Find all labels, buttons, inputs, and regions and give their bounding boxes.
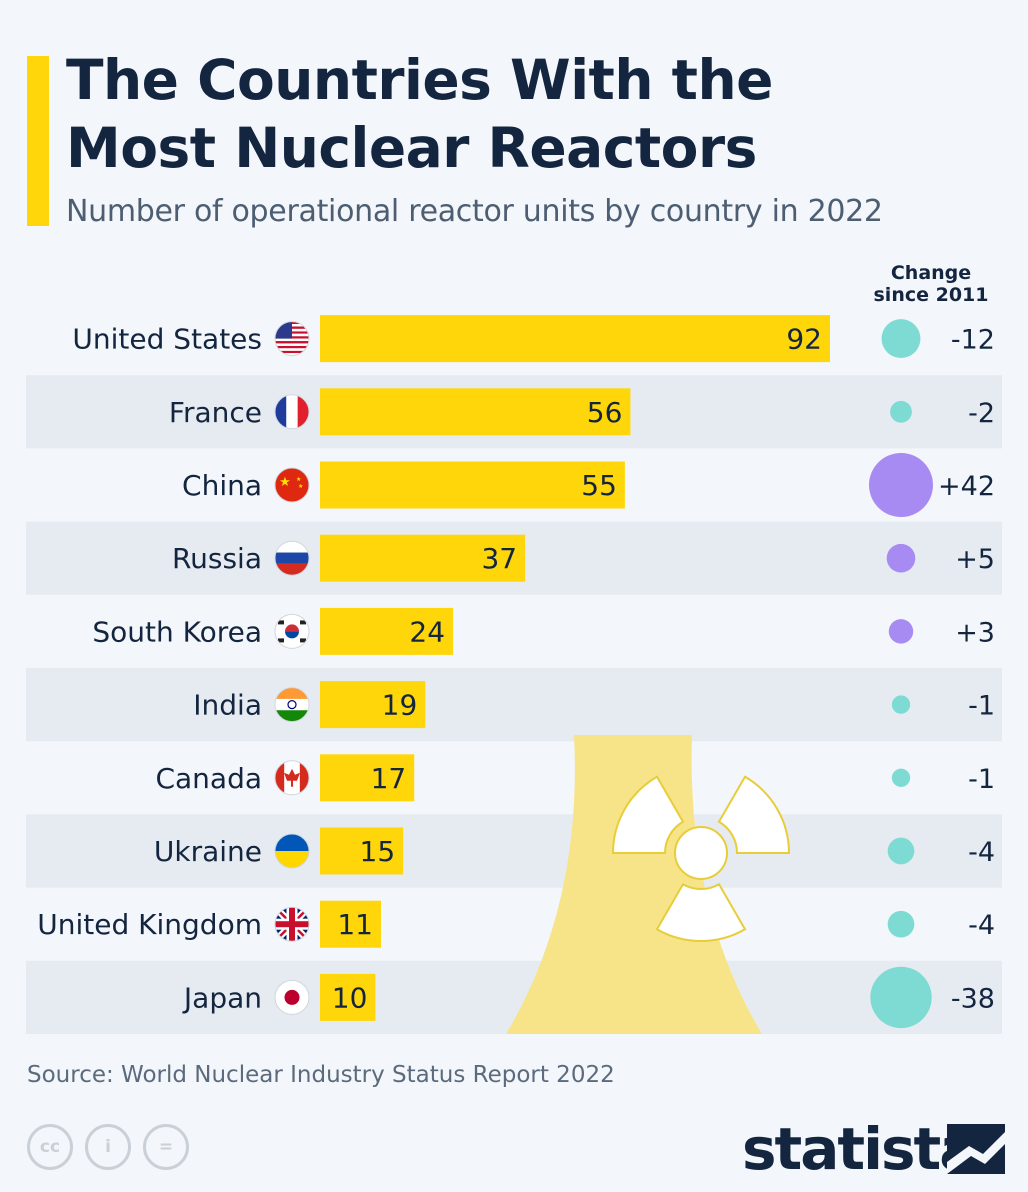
bar-value-ukraine: 15 bbox=[360, 835, 396, 868]
bar-russia bbox=[320, 534, 526, 582]
bar-china bbox=[320, 461, 625, 509]
bar-south-korea bbox=[320, 607, 454, 655]
license-icons: cc i = bbox=[27, 1124, 189, 1170]
change-value-united-kingdom: -4 bbox=[968, 910, 995, 941]
row-russia: Russia 37 +5 bbox=[172, 534, 995, 582]
us-flag-icon bbox=[275, 321, 309, 356]
bar-canada bbox=[320, 754, 415, 802]
radiation-center bbox=[674, 826, 728, 880]
change-header-line-2: since 2011 bbox=[873, 284, 989, 306]
country-label-united-states: United States bbox=[72, 323, 262, 356]
radiation-blade-2 bbox=[717, 775, 791, 854]
change-bubble-united-states bbox=[881, 319, 921, 359]
row-canada: Canada 17 -1 bbox=[155, 754, 995, 802]
radiation-blade-1 bbox=[611, 775, 685, 854]
radiation-blade-3 bbox=[655, 882, 747, 942]
row-ukraine: Ukraine 15 -4 bbox=[154, 827, 995, 875]
svg-text:★: ★ bbox=[298, 483, 303, 490]
change-value-ukraine: -4 bbox=[968, 837, 995, 868]
change-bubble-canada bbox=[891, 768, 911, 787]
change-bubble-united-kingdom bbox=[887, 910, 915, 938]
japan-flag-icon bbox=[275, 980, 309, 1015]
row-united-states: United States 92 -12 bbox=[72, 315, 995, 363]
uk-flag-icon bbox=[275, 907, 309, 942]
change-value-japan: -38 bbox=[951, 983, 995, 1014]
change-value-france: -2 bbox=[968, 398, 995, 429]
country-label-canada: Canada bbox=[155, 762, 262, 795]
title-accent-bar bbox=[27, 56, 49, 226]
cc-icon[interactable]: cc bbox=[27, 1124, 73, 1170]
change-header-line-1: Change bbox=[890, 262, 972, 284]
chart-subtitle: Number of operational reactor units by c… bbox=[66, 194, 883, 229]
bar-value-china: 55 bbox=[581, 469, 617, 502]
bar-value-united-states: 92 bbox=[786, 323, 822, 356]
country-label-united-kingdom: United Kingdom bbox=[37, 908, 262, 941]
change-value-united-states: -12 bbox=[951, 325, 995, 356]
country-label-china: China bbox=[182, 469, 262, 502]
svg-text:★: ★ bbox=[279, 475, 291, 490]
bar-france bbox=[320, 388, 631, 436]
country-label-japan: Japan bbox=[182, 981, 262, 1014]
change-bubble-russia bbox=[886, 543, 916, 573]
bar-value-japan: 10 bbox=[332, 981, 368, 1014]
bar-ukraine bbox=[320, 827, 404, 875]
change-bubble-india bbox=[891, 695, 911, 714]
attribution-icon[interactable]: i bbox=[85, 1124, 131, 1170]
change-value-south-korea: +3 bbox=[955, 617, 995, 648]
south-korea-flag-icon bbox=[275, 614, 309, 649]
change-value-china: +42 bbox=[938, 471, 995, 502]
change-value-india: -1 bbox=[968, 691, 995, 722]
change-value-russia: +5 bbox=[955, 544, 995, 575]
row-united-kingdom: United Kingdom 11 -4 bbox=[37, 900, 995, 948]
row-backgrounds bbox=[26, 375, 1002, 1034]
bar-japan bbox=[320, 973, 376, 1021]
bar-india bbox=[320, 681, 426, 729]
source-note: Source: World Nuclear Industry Status Re… bbox=[27, 1062, 615, 1088]
india-flag-icon bbox=[275, 687, 309, 722]
country-label-ukraine: Ukraine bbox=[154, 835, 262, 868]
bar-value-united-kingdom: 11 bbox=[337, 908, 373, 941]
statista-logo-icon[interactable] bbox=[947, 1124, 1005, 1174]
chart-title-line-2: Most Nuclear Reactors bbox=[66, 116, 757, 180]
chart-title: The Countries With the Most Nuclear Reac… bbox=[66, 46, 773, 182]
svg-text:★: ★ bbox=[296, 476, 301, 483]
row-japan: Japan 10 -38 bbox=[182, 966, 995, 1029]
cooling-tower-illustration bbox=[506, 735, 791, 1034]
bar-value-france: 56 bbox=[587, 396, 623, 429]
row-france: France 56 -2 bbox=[169, 388, 995, 436]
change-bubble-ukraine bbox=[887, 837, 915, 865]
change-bubble-japan bbox=[870, 966, 932, 1029]
row-background-india bbox=[26, 668, 1002, 742]
cooling-tower-shape bbox=[506, 735, 762, 1034]
row-china: China ★ ★★ 55 +42 bbox=[182, 453, 995, 517]
bar-united-kingdom bbox=[320, 900, 381, 948]
no-derivatives-icon[interactable]: = bbox=[143, 1124, 189, 1170]
ukraine-flag-icon bbox=[275, 834, 309, 868]
bar-united-states bbox=[320, 315, 830, 363]
change-column-header: Change since 2011 bbox=[866, 262, 996, 306]
country-label-india: India bbox=[193, 689, 262, 722]
china-flag-icon: ★ ★★ bbox=[275, 468, 309, 502]
row-india: India 19 -1 bbox=[193, 681, 995, 729]
france-flag-icon bbox=[275, 394, 309, 429]
bar-value-russia: 37 bbox=[481, 542, 517, 575]
chart-title-line-1: The Countries With the bbox=[66, 48, 773, 112]
russia-flag-icon bbox=[275, 541, 309, 576]
statista-logo-text[interactable]: statista bbox=[742, 1115, 978, 1183]
bar-value-canada: 17 bbox=[371, 762, 407, 795]
row-background-ukraine bbox=[26, 814, 1002, 888]
change-bubble-france bbox=[890, 400, 912, 423]
country-label-south-korea: South Korea bbox=[92, 615, 262, 648]
change-value-canada: -1 bbox=[968, 764, 995, 795]
change-bubble-south-korea bbox=[888, 619, 914, 644]
bar-value-india: 19 bbox=[382, 689, 418, 722]
change-bubble-china bbox=[869, 453, 933, 517]
bar-value-south-korea: 24 bbox=[409, 615, 445, 648]
canada-flag-icon bbox=[275, 760, 309, 795]
row-south-korea: South Korea 24 +3 bbox=[92, 607, 995, 655]
country-label-france: France bbox=[169, 396, 262, 429]
country-label-russia: Russia bbox=[172, 542, 262, 575]
